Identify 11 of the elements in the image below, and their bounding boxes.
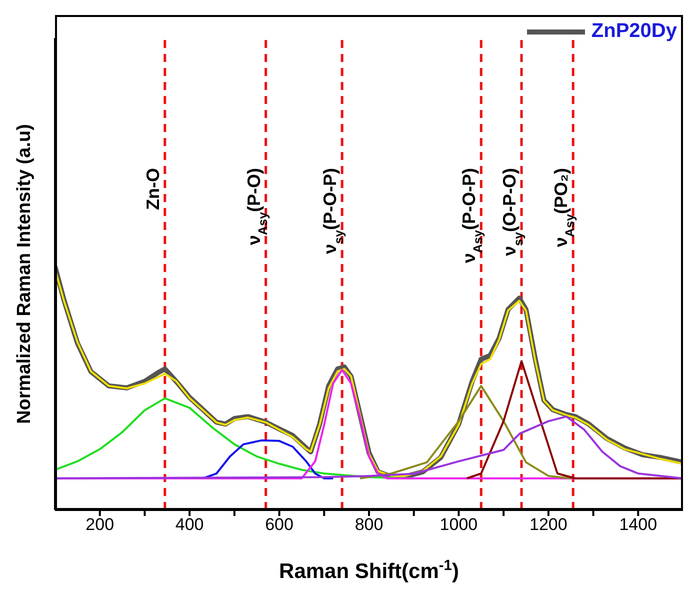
ref-line-label: Zn-O [142,168,163,210]
x-tick-label: 1400 [619,515,658,534]
x-tick-label: 600 [265,515,294,534]
x-tick-label: 400 [175,515,204,534]
x-tick-label: 800 [354,515,384,534]
y-axis-title: Normalized Raman Intensity (a.u) [14,124,35,424]
x-axis-title: Raman Shift(cm$^{-1}$) [279,558,459,583]
x-tick-label: 200 [86,515,114,534]
legend-label: ZnP20Dy [591,20,677,43]
x-tick-label: 1200 [530,515,568,534]
x-tick-label: 1000 [440,515,478,534]
